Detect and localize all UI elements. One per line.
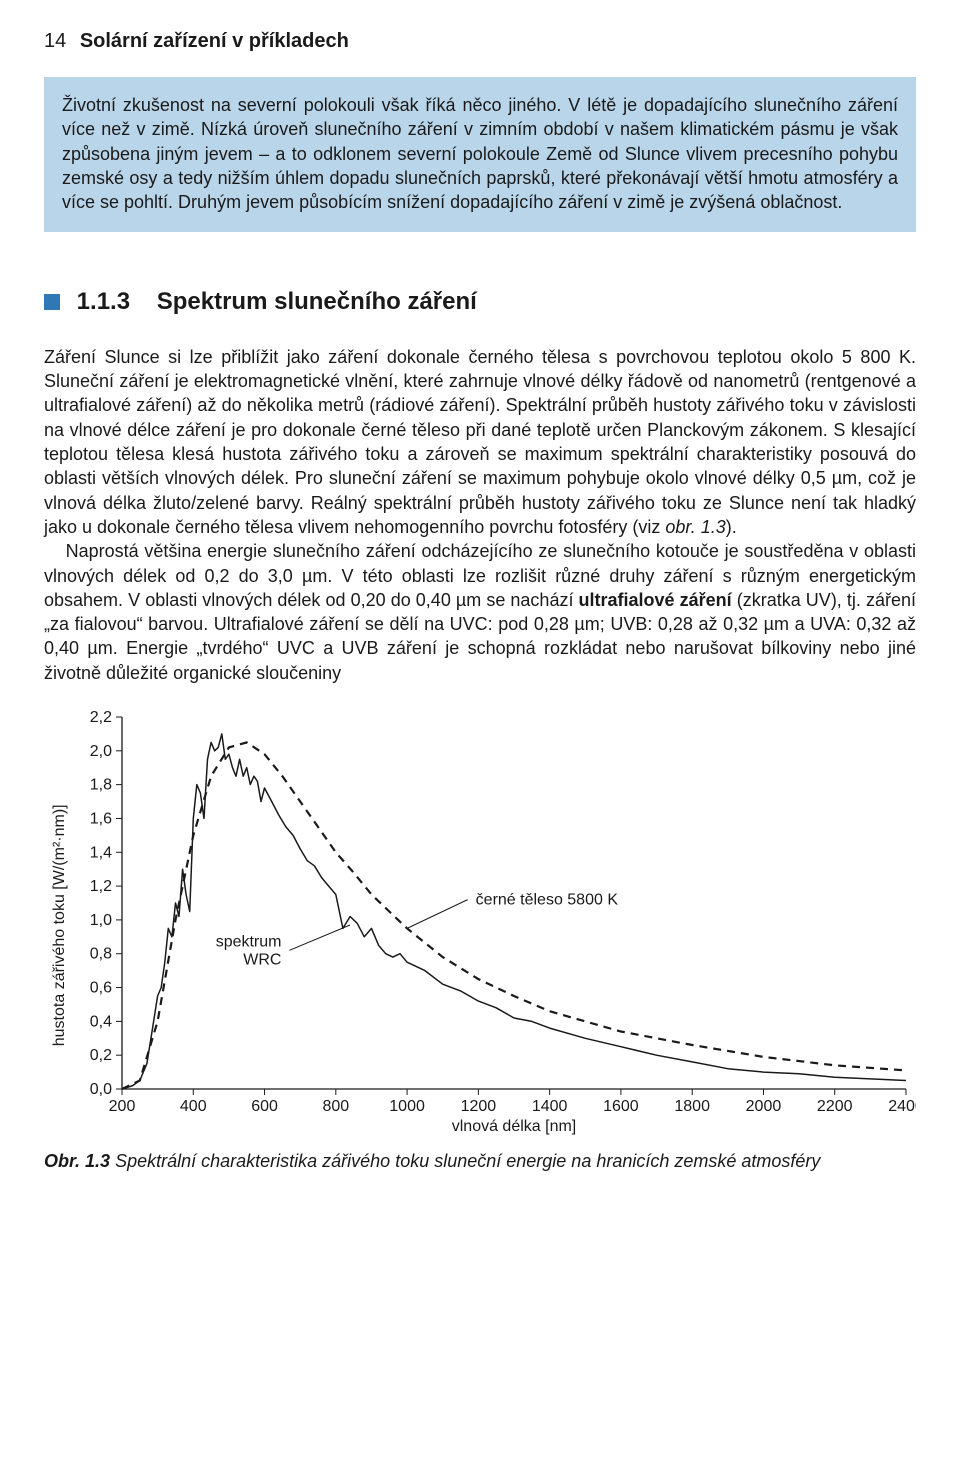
term-uv: ultrafialové záření [579,590,732,610]
svg-text:800: 800 [322,1098,349,1115]
callout-box: Životní zkušenost na severní polokouli v… [44,77,916,232]
svg-text:1,6: 1,6 [90,810,112,827]
svg-text:1800: 1800 [674,1098,710,1115]
svg-text:2000: 2000 [746,1098,782,1115]
body-text: Záření Slunce si lze přiblížit jako záře… [44,345,916,685]
figure-caption: Obr. 1.3 Spektrální charakteristika záři… [44,1149,916,1173]
heading-marker-icon [44,294,60,310]
svg-text:hustota zářivého toku [W/(m²·n: hustota zářivého toku [W/(m²·nm)] [51,804,68,1046]
running-title: Solární zařízení v příkladech [80,30,349,52]
svg-text:1000: 1000 [389,1098,425,1115]
paragraph-2: Naprostá většina energie slunečního záře… [44,539,916,685]
svg-text:1,8: 1,8 [90,777,112,794]
fig-ref: obr. 1.3 [665,517,725,537]
svg-text:1200: 1200 [461,1098,497,1115]
svg-text:1400: 1400 [532,1098,568,1115]
svg-text:200: 200 [109,1098,136,1115]
svg-text:1,2: 1,2 [90,878,112,895]
svg-text:WRC: WRC [243,951,281,968]
svg-text:600: 600 [251,1098,278,1115]
svg-text:vlnová délka [nm]: vlnová délka [nm] [452,1118,577,1135]
section-heading: 1.1.3 Spektrum slunečního záření [44,286,916,318]
svg-text:2200: 2200 [817,1098,853,1115]
paragraph-1: Záření Slunce si lze přiblížit jako záře… [44,345,916,539]
svg-text:1,4: 1,4 [90,844,112,861]
svg-text:0,0: 0,0 [90,1081,112,1098]
svg-text:0,2: 0,2 [90,1047,112,1064]
figure-1-3: 0,0 0,2 0,4 0,6 0,8 1,0 1,2 1,4 1,6 1,8 2,0 2,2 200 4… [44,707,916,1174]
svg-text:spektrum: spektrum [216,933,282,950]
callout-text: Životní zkušenost na severní polokouli v… [62,95,898,212]
page-number: 14 [44,30,66,52]
svg-text:1,0: 1,0 [90,912,112,929]
svg-text:0,8: 0,8 [90,946,112,963]
svg-text:2400: 2400 [888,1098,916,1115]
figure-label: Obr. 1.3 [44,1151,110,1171]
section-title: Spektrum slunečního záření [157,288,477,315]
svg-text:400: 400 [180,1098,207,1115]
section-number: 1.1.3 [77,288,130,315]
svg-text:2,2: 2,2 [90,709,112,726]
svg-text:černé těleso 5800 K: černé těleso 5800 K [476,892,619,909]
spectrum-chart: 0,0 0,2 0,4 0,6 0,8 1,0 1,2 1,4 1,6 1,8 2,0 2,2 200 4… [44,707,916,1137]
running-header: 14 Solární zařízení v příkladech [44,28,916,55]
svg-text:0,4: 0,4 [90,1013,112,1030]
svg-text:0,6: 0,6 [90,980,112,997]
svg-text:1600: 1600 [603,1098,639,1115]
figure-caption-text: Spektrální charakteristika zářivého toku… [115,1151,820,1171]
svg-text:2,0: 2,0 [90,743,112,760]
